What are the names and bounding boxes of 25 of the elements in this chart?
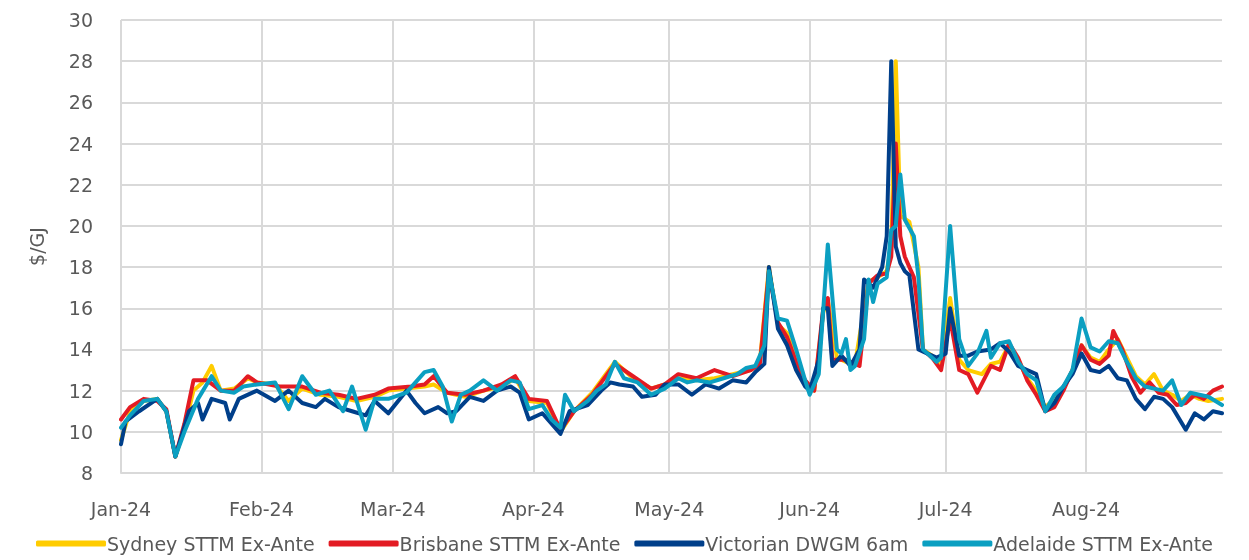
- x-tick-label: Jun-24: [778, 497, 841, 520]
- y-tick-label: 22: [68, 173, 93, 196]
- y-tick-label: 16: [68, 297, 93, 320]
- y-tick-label: 12: [68, 379, 93, 402]
- y-axis-title: $/GJ: [25, 227, 48, 266]
- x-tick-label: Jan-24: [89, 497, 152, 520]
- y-tick-label: 26: [68, 91, 93, 114]
- y-tick-label: 10: [68, 420, 93, 443]
- y-tick-label: 14: [68, 338, 93, 361]
- x-tick-label: May-24: [634, 497, 705, 520]
- y-tick-label: 24: [68, 132, 93, 155]
- legend-label: Adelaide STTM Ex-Ante: [993, 532, 1214, 555]
- x-tick-label: Mar-24: [360, 497, 426, 520]
- legend-label: Brisbane STTM Ex-Ante: [399, 532, 621, 555]
- legend-label: Victorian DWGM 6am: [705, 532, 909, 555]
- x-tick-label: Jul-24: [917, 497, 973, 520]
- y-tick-label: 28: [68, 50, 93, 73]
- y-tick-label: 18: [68, 256, 93, 279]
- y-tick-label: 20: [68, 214, 93, 237]
- y-tick-label: 8: [80, 462, 93, 484]
- x-tick-label: Aug-24: [1052, 497, 1121, 520]
- y-tick-label: 30: [68, 9, 93, 31]
- x-tick-label: Feb-24: [229, 497, 294, 520]
- legend-label: Sydney STTM Ex-Ante: [107, 532, 315, 555]
- x-tick-label: Apr-24: [501, 497, 565, 520]
